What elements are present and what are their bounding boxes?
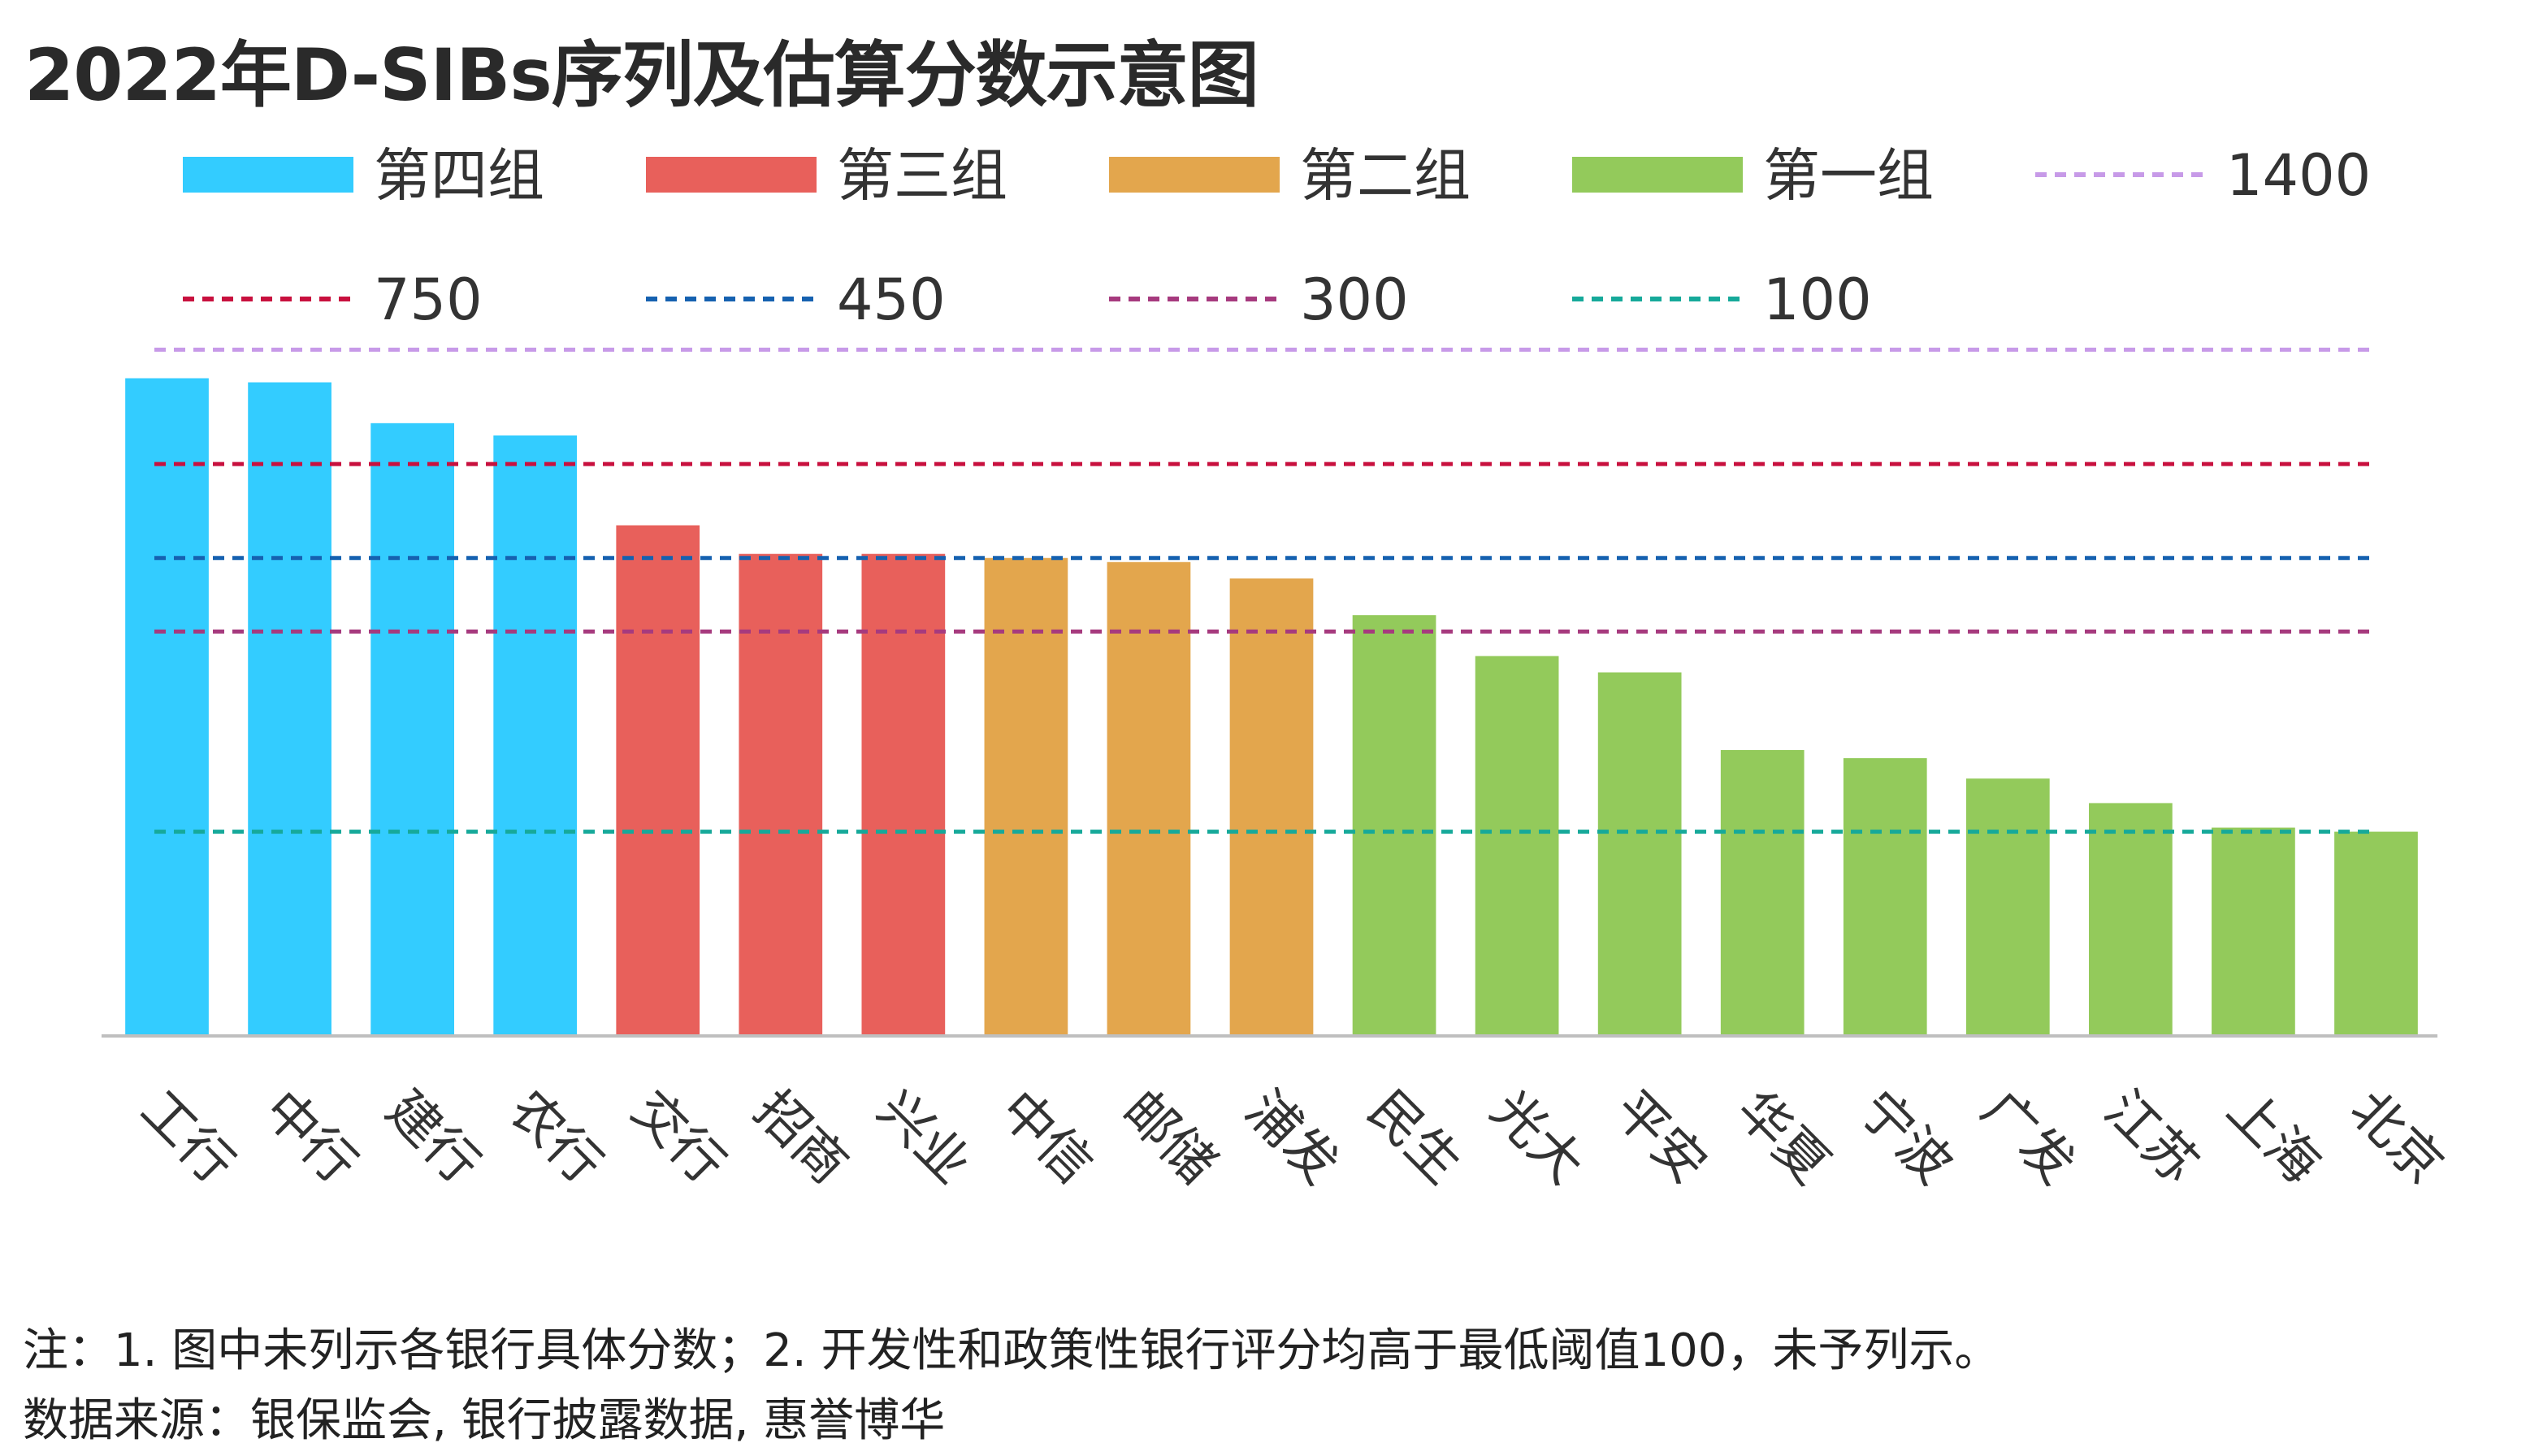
x-tick-label: 中行 [252,1080,368,1196]
legend-label: 300 [1300,266,1409,333]
legend-label: 450 [837,266,946,333]
x-tick-label: 交行 [620,1080,736,1196]
bar-7 [861,553,946,1036]
legend-item-450: 450 [646,266,946,333]
legend-label: 750 [374,266,483,333]
bar-19 [2334,831,2418,1036]
bar-3 [370,422,454,1036]
bar-13 [1597,672,1682,1036]
bar-14 [1720,750,1805,1036]
legend-item-100: 100 [1572,266,1872,333]
legend-label: 第三组 [837,142,1007,209]
legend-item-e7acace4b889e7bb84: 第三组 [646,142,1007,209]
x-tick-label: 宁波 [1848,1080,1964,1196]
bar-10 [1229,578,1314,1036]
legend: 第四组 第三组 第二组 第一组 1400 750 450 300 100 [183,142,2371,333]
legend-label: 100 [1763,266,1872,333]
x-tick-label: 工行 [129,1080,245,1196]
bar-8 [984,557,1068,1036]
legend-item-e7acace4b880e7bb84: 第一组 [1572,142,1934,209]
note-line: 注：1. 图中未列示各银行具体分数；2. 开发性和政策性银行评分均高于最低阈值1… [23,1324,2000,1377]
x-tick-label: 广发 [1970,1080,2086,1196]
bar-6 [739,553,823,1036]
legend-swatch [1572,157,1743,193]
chart-title: 2022年D-SIBs序列及估算分数示意图 [24,33,1259,117]
x-tick-label: 邮储 [1111,1080,1227,1196]
legend-swatch [1109,157,1280,193]
bar-12 [1475,656,1559,1036]
x-tick-label: 招商 [743,1080,859,1196]
x-tick-label: 民生 [1356,1080,1472,1196]
legend-item-300: 300 [1109,266,1409,333]
legend-label: 第四组 [374,142,544,209]
x-tick-label: 江苏 [2093,1080,2209,1196]
x-tick-labels: 工行 中行 建行 农行 交行 招商 兴业 中信 邮储 浦发 民生 光大 平安 华夏 宁波 广发 江苏 上海 北京 [129,1080,2455,1196]
bar-15 [1843,758,1927,1036]
bar-11 [1352,615,1436,1036]
bar-18 [2212,827,2295,1036]
legend-item-750: 750 [183,266,483,333]
source-line: 数据来源：银保监会, 银行披露数据, 惠誉博华 [23,1394,946,1447]
legend-label: 第一组 [1763,142,1934,209]
x-tick-label: 兴业 [865,1080,981,1196]
bar-9 [1107,561,1191,1036]
legend-label: 1400 [2226,142,2371,209]
x-tick-label: 浦发 [1233,1080,1350,1196]
legend-swatch [646,157,817,193]
x-tick-label: 建行 [375,1080,491,1196]
legend-label: 第二组 [1300,142,1471,209]
x-tick-label: 北京 [2338,1080,2455,1196]
bar-16 [1965,778,2050,1036]
legend-item-e7acace59b9be7bb84: 第四组 [183,142,544,209]
footnotes: 注：1. 图中未列示各银行具体分数；2. 开发性和政策性银行评分均高于最低阈值1… [23,1316,2000,1456]
x-tick-label: 上海 [2216,1080,2332,1196]
legend-item-1400: 1400 [2035,142,2371,209]
legend-item-e7acace4ba8ce7bb84: 第二组 [1109,142,1471,209]
bars-group [125,378,2418,1036]
x-tick-label: 光大 [1480,1080,1596,1196]
x-tick-label: 农行 [497,1080,613,1196]
legend-swatch [183,157,353,193]
bar-4 [493,435,578,1036]
bar-17 [2089,803,2173,1036]
bar-1 [125,378,209,1036]
x-tick-label: 平安 [1602,1080,1718,1196]
x-tick-label: 中信 [988,1080,1104,1196]
bar-5 [616,525,700,1036]
bar-2 [248,382,331,1036]
x-tick-label: 华夏 [1725,1080,1841,1196]
